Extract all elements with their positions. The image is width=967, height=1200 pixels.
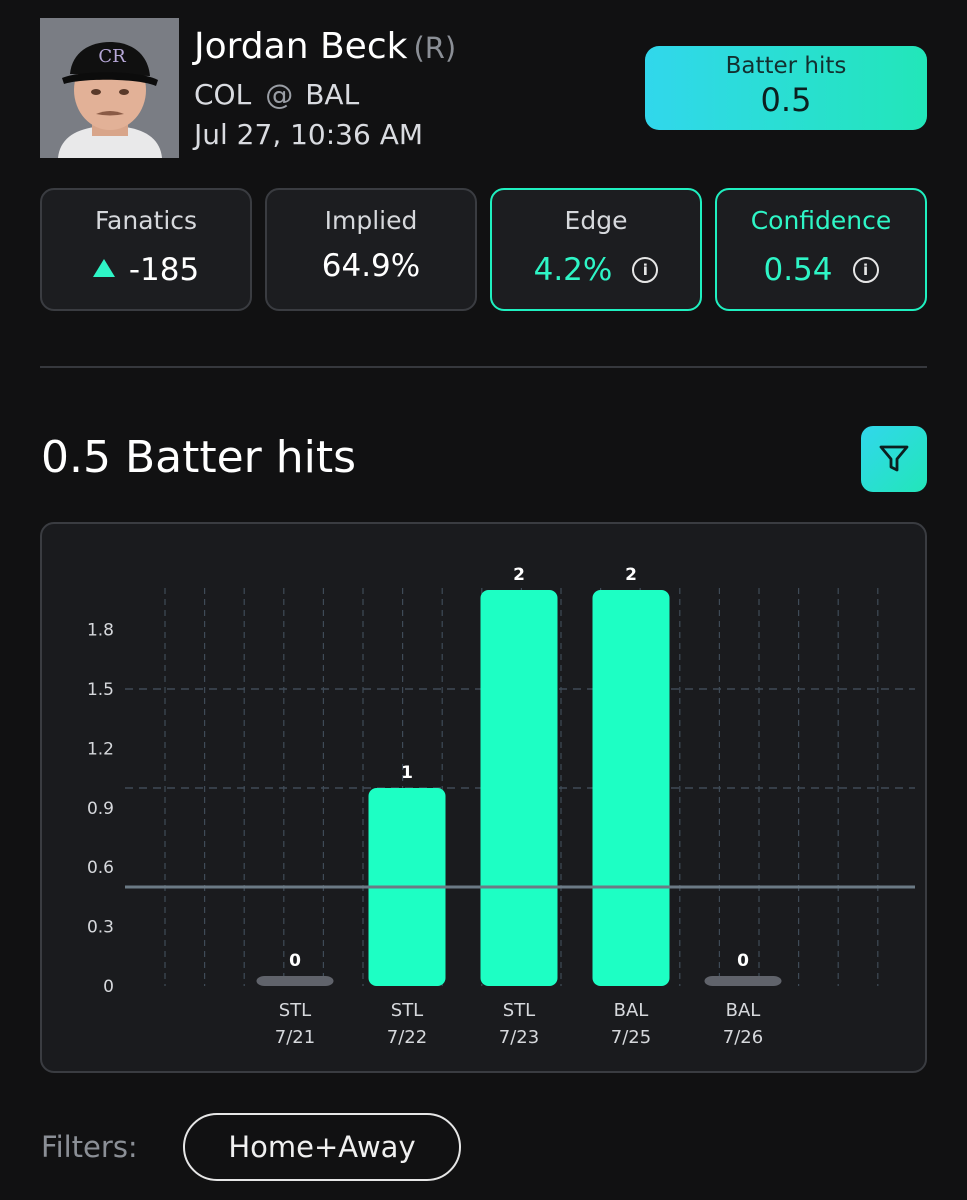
matchup: COL @ BAL: [194, 78, 359, 111]
edge-title: Edge: [564, 206, 628, 235]
x-tick-date: 7/21: [275, 1027, 315, 1048]
y-tick-label: 0: [103, 977, 114, 997]
implied-value: 64.9%: [321, 248, 421, 284]
x-tick-team: BAL: [726, 1000, 761, 1021]
sportsbook-odds-card[interactable]: Fanatics -185: [40, 188, 252, 311]
market-selector-button[interactable]: Batter hits 0.5: [645, 46, 927, 130]
filters-label: Filters:: [41, 1130, 138, 1164]
implied-probability-card: Implied 64.9%: [265, 188, 477, 311]
bar: [592, 590, 670, 986]
x-tick-team: STL: [279, 1000, 311, 1021]
batting-hand: (R): [413, 31, 457, 65]
hits-chart: 0 0.3 0.6 0.9 1.2 1.5 1.8 0 STL 7/21 1 STL 7/22 2 STL 7…: [40, 522, 927, 1073]
bar-data-label: 2: [513, 565, 525, 585]
svg-text:CR: CR: [98, 46, 126, 67]
y-tick-label: 0.6: [87, 858, 114, 878]
bar: [704, 976, 782, 986]
sportsbook-odds: -185: [42, 252, 250, 288]
x-tick-date: 7/26: [723, 1027, 763, 1048]
info-icon[interactable]: i: [632, 257, 659, 283]
confidence-title: Confidence: [750, 206, 892, 235]
x-tick-date: 7/25: [611, 1027, 651, 1048]
y-tick-label: 0.9: [87, 799, 114, 819]
player-photo: CR: [40, 18, 179, 158]
edge-card: Edge 4.2% i: [490, 188, 702, 311]
x-tick-date: 7/22: [387, 1027, 427, 1048]
opponent: BAL: [305, 78, 360, 111]
chart-section-title: 0.5 Batter hits: [41, 432, 357, 483]
at-symbol: @: [265, 78, 294, 111]
x-tick-team: STL: [391, 1000, 423, 1021]
funnel-icon: [879, 445, 909, 472]
implied-title: Implied: [324, 206, 418, 235]
player-name-text: Jordan Beck: [194, 26, 408, 67]
bar-data-label: 0: [737, 951, 749, 971]
market-label: Batter hits: [725, 53, 847, 79]
x-tick-team: BAL: [614, 1000, 649, 1021]
y-tick-label: 1.5: [87, 680, 114, 700]
edge-value-row: 4.2% i: [492, 252, 700, 288]
player-avatar: CR: [40, 18, 179, 158]
x-tick-team: STL: [503, 1000, 535, 1021]
up-triangle-icon: [92, 259, 115, 277]
filter-button[interactable]: [861, 426, 927, 492]
sportsbook-name: Fanatics: [94, 206, 198, 235]
confidence-card: Confidence 0.54 i: [715, 188, 927, 311]
odds-value: -185: [128, 252, 200, 288]
y-tick-label: 0.3: [87, 918, 114, 938]
info-icon[interactable]: i: [852, 257, 879, 283]
game-datetime: Jul 27, 10:36 AM: [194, 118, 424, 151]
bar-data-label: 2: [625, 565, 637, 585]
y-tick-label: 1.8: [87, 621, 114, 641]
y-tick-label: 1.2: [87, 739, 114, 759]
hits-chart-svg: 0 0.3 0.6 0.9 1.2 1.5 1.8 0 STL 7/21 1 STL 7/22 2 STL 7…: [87, 565, 915, 1048]
section-divider: [40, 366, 927, 368]
bar: [256, 976, 334, 986]
team: COL: [194, 78, 252, 111]
bar: [480, 590, 558, 986]
bar-data-label: 0: [289, 951, 301, 971]
home-away-filter[interactable]: Home+Away: [183, 1113, 461, 1181]
bar-data-label: 1: [401, 763, 413, 783]
player-name: Jordan Beck (R): [194, 26, 456, 67]
confidence-value-row: 0.54 i: [717, 252, 925, 288]
confidence-value: 0.54: [763, 252, 833, 288]
x-tick-date: 7/23: [499, 1027, 539, 1048]
market-line: 0.5: [760, 81, 812, 119]
edge-value: 4.2%: [533, 252, 613, 288]
